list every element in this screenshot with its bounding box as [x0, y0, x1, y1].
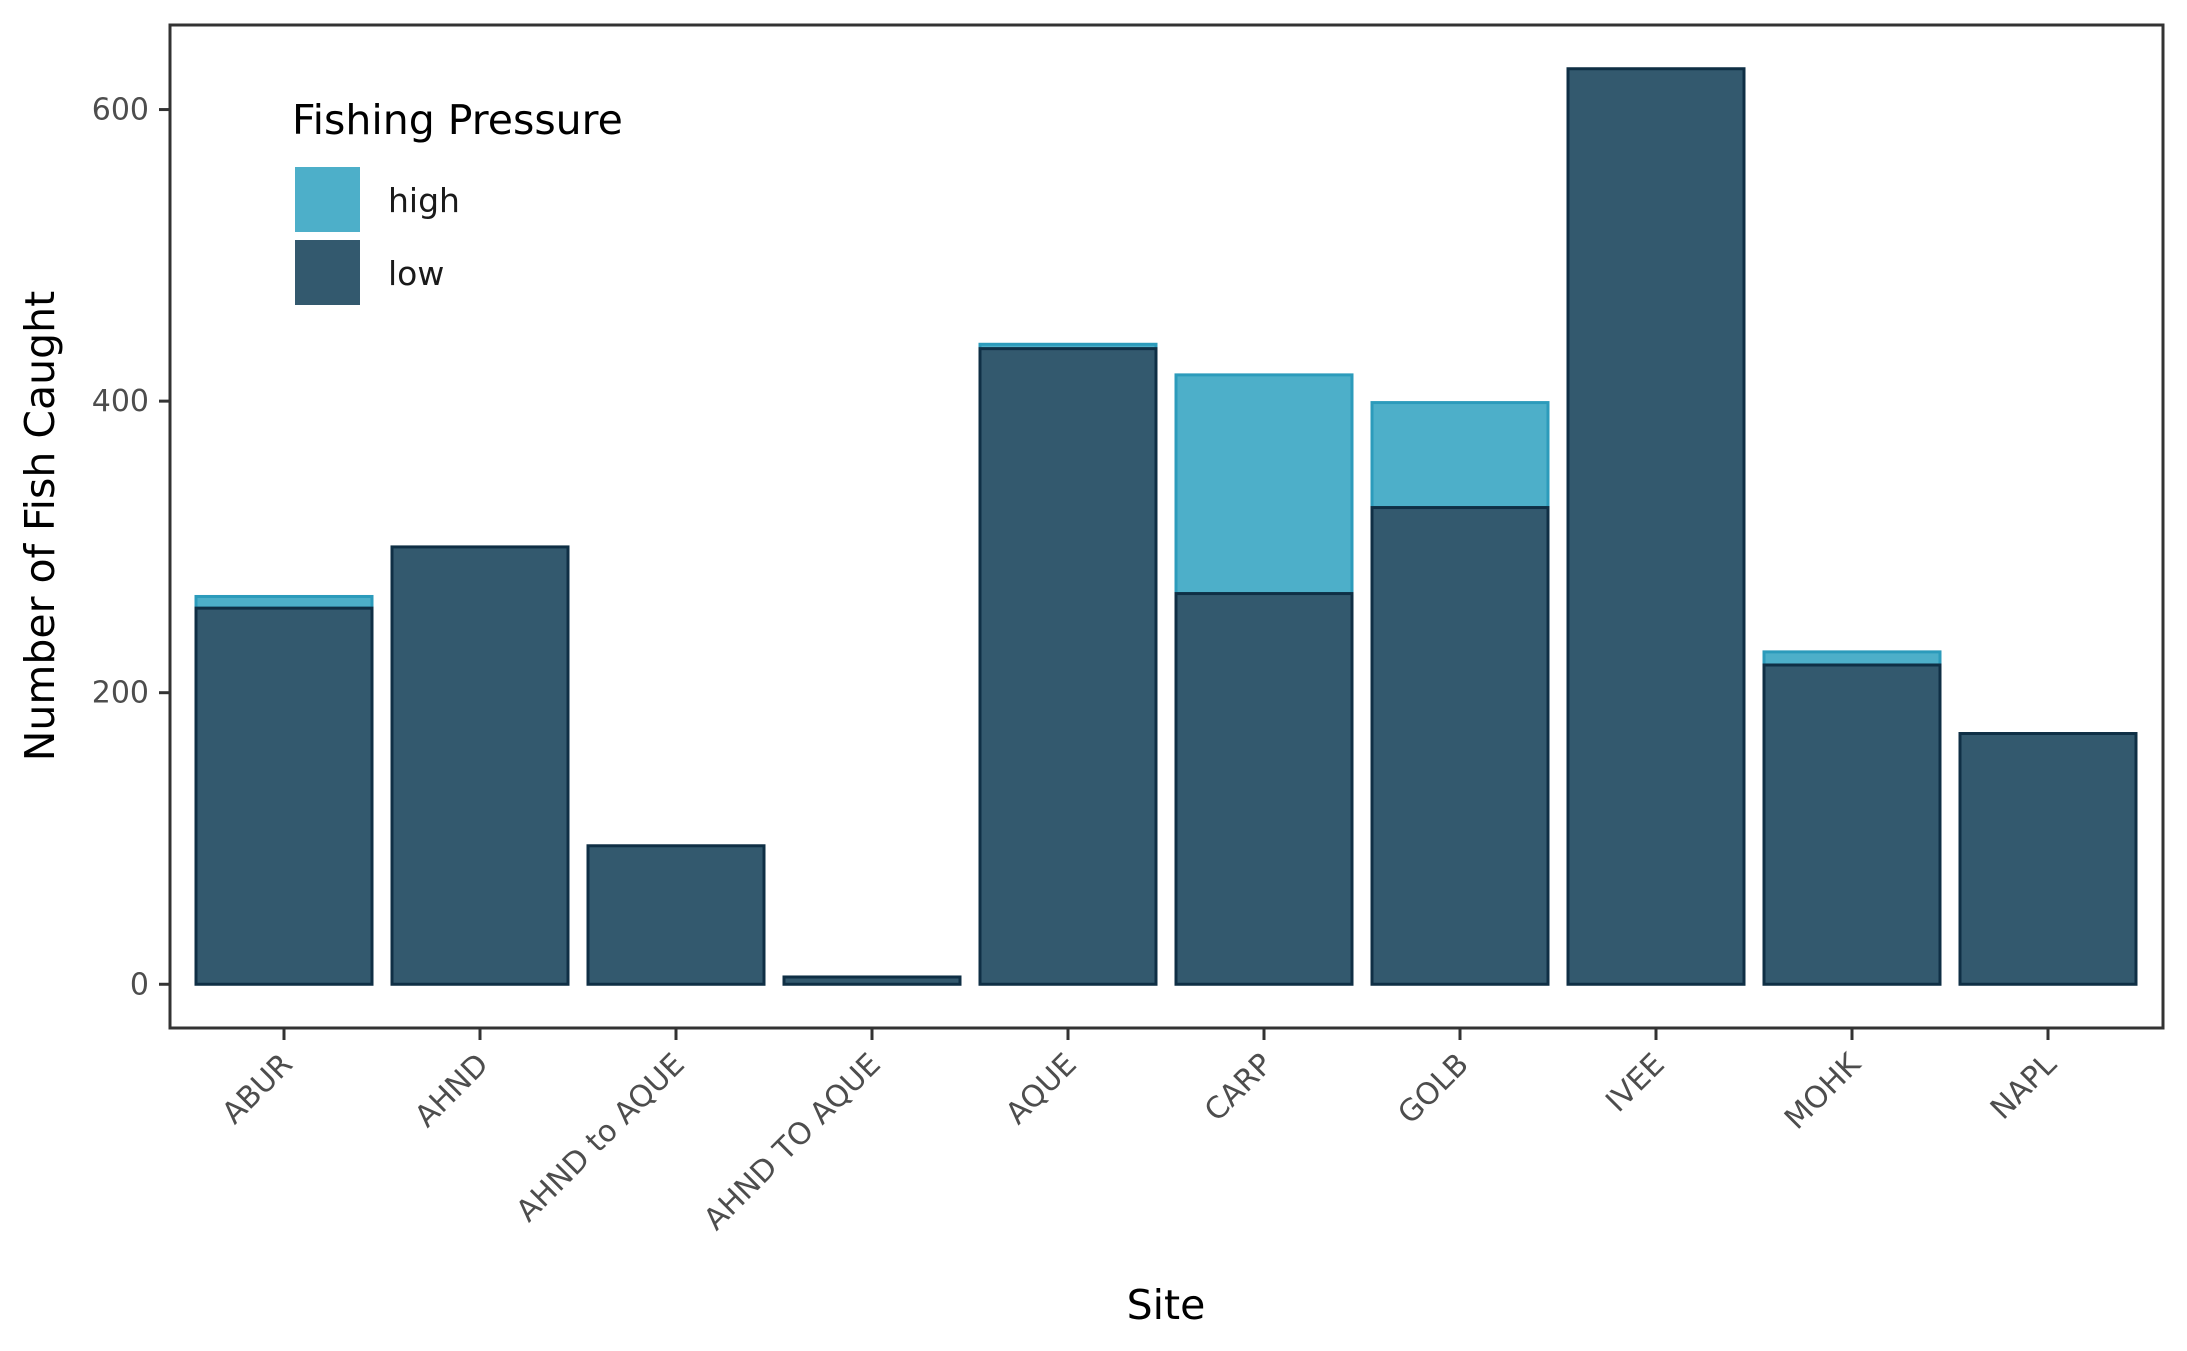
- y-tick-label-400: 400: [92, 384, 149, 419]
- x-tick-label-carp-5: CARP: [1198, 1047, 1280, 1129]
- legend-label-low: low: [388, 254, 444, 293]
- x-tick-label-abur-0: ABUR: [216, 1047, 300, 1131]
- bar-high-golb-6: [1370, 401, 1550, 510]
- bar-high-mohk-8: [1762, 650, 1942, 667]
- bar-low-napl-9: [1958, 732, 2138, 986]
- x-tick-label-mohk-8: MOHK: [1778, 1046, 1869, 1137]
- x-tick-label-ahnd-1: AHND: [408, 1047, 495, 1134]
- legend-swatch-high: [293, 165, 362, 234]
- bar-low-abur-0: [194, 606, 374, 986]
- bar-high-carp-5: [1174, 373, 1354, 596]
- legend-swatch-low: [293, 238, 362, 307]
- x-axis: ABUR AHND AHND to AQUE AHND TO AQUE AQUE CARP…: [216, 1028, 2064, 1237]
- y-axis: 0 200 400 600: [92, 93, 170, 1002]
- y-tick-label-0: 0: [130, 967, 149, 1002]
- legend: Fishing Pressure high low: [292, 96, 623, 307]
- x-tick-label-napl-9: NAPL: [1984, 1047, 2064, 1127]
- x-tick-label-aque-4: AQUE: [999, 1047, 1084, 1132]
- y-axis-title: Number of Fish Caught: [16, 291, 64, 761]
- bar-low-ahnd-to-aque-2: [586, 844, 766, 986]
- bar-high-abur-0: [194, 594, 374, 610]
- x-axis-title: Site: [1127, 1281, 1206, 1329]
- bar-low-ahnd-1: [390, 545, 570, 986]
- x-tick-label-golb-6: GOLB: [1391, 1047, 1475, 1131]
- y-tick-label-200: 200: [92, 676, 149, 711]
- bar-low-aque-4: [978, 347, 1158, 986]
- x-tick-label-ahnd-to-aque-3: AHND TO AQUE: [697, 1047, 887, 1237]
- bar-low-golb-6: [1370, 506, 1550, 986]
- bar-low-ahnd-to-aque-3: [782, 975, 962, 986]
- x-tick-label-ahnd-to-aque-2: AHND to AQUE: [510, 1047, 692, 1229]
- bar-low-ivee-7: [1566, 67, 1746, 986]
- bars-group: [194, 67, 2138, 986]
- x-tick-label-ivee-7: IVEE: [1599, 1047, 1671, 1119]
- bar-low-carp-5: [1174, 592, 1354, 986]
- legend-title: Fishing Pressure: [292, 96, 623, 144]
- legend-label-high: high: [388, 181, 460, 220]
- bar-low-mohk-8: [1762, 663, 1942, 986]
- y-tick-label-600: 600: [92, 93, 149, 128]
